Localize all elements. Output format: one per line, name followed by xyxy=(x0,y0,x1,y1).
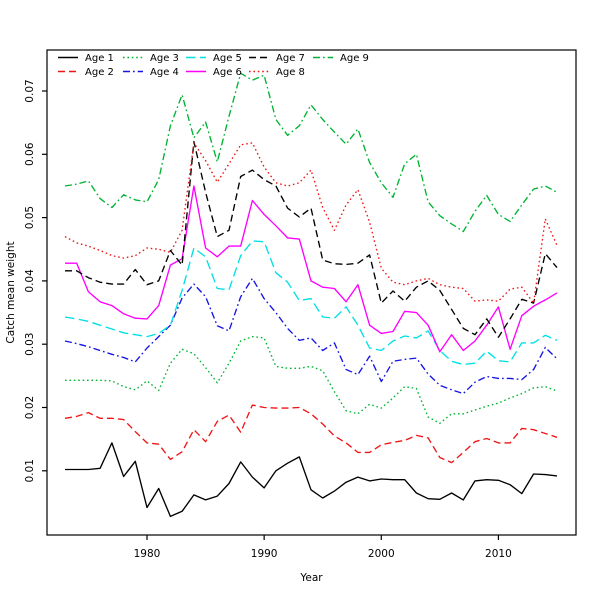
y-tick-label: 0.06 xyxy=(24,142,36,166)
series-line-age-6 xyxy=(65,185,558,353)
y-tick-label: 0.05 xyxy=(24,206,36,229)
series-line-age-5 xyxy=(64,240,558,366)
legend-label-age-6: Age 6 xyxy=(213,67,242,78)
x-axis-title: Year xyxy=(299,572,323,584)
y-tick-label: 0.07 xyxy=(24,79,36,102)
series-line-age-1 xyxy=(65,442,558,518)
legend-label-age-3: Age 3 xyxy=(150,53,179,64)
series-line-age-9 xyxy=(64,72,558,233)
series-line-age-7 xyxy=(65,140,558,338)
y-tick-label: 0.04 xyxy=(24,269,36,293)
y-tick-label: 0.03 xyxy=(24,333,36,356)
legend-item-age-5: Age 5 xyxy=(186,53,242,64)
legend-item-age-3: Age 3 xyxy=(123,53,179,64)
legend-item-age-8: Age 8 xyxy=(249,67,305,78)
legend-label-age-5: Age 5 xyxy=(213,53,242,64)
series-line-age-8 xyxy=(64,142,558,304)
x-tick-label: 2010 xyxy=(485,548,512,560)
legend-item-age-7: Age 7 xyxy=(249,53,305,64)
legend-label-age-1: Age 1 xyxy=(85,53,114,64)
series-line-age-3 xyxy=(65,335,558,424)
legend-item-age-2: Age 2 xyxy=(58,67,114,78)
legend-label-age-4: Age 4 xyxy=(150,67,179,78)
series-line-age-2 xyxy=(64,404,558,464)
x-tick-label: 1980 xyxy=(134,548,161,560)
x-tick-label: 1990 xyxy=(251,548,278,560)
legend-item-age-6: Age 6 xyxy=(186,67,242,78)
x-tick-label: 2000 xyxy=(368,548,395,560)
legend-label-age-7: Age 7 xyxy=(276,53,305,64)
plot-area xyxy=(46,49,577,536)
series-lines xyxy=(64,72,558,518)
series-line-age-4 xyxy=(64,277,558,395)
legend-label-age-9: Age 9 xyxy=(340,53,369,64)
axes: 1980 1990 2000 2010 0.01 0.02 0.03 0.04 0.05 0.06… xyxy=(5,79,512,584)
y-tick-label: 0.01 xyxy=(24,459,36,482)
legend-item-age-1: Age 1 xyxy=(58,53,114,64)
legend-label-age-8: Age 8 xyxy=(276,67,305,78)
plot-border xyxy=(46,49,577,536)
legend: Age 1 Age 2 Age 3 Age 4 Age 5 Age 6 Age 7 Age 8… xyxy=(58,53,369,78)
legend-label-age-2: Age 2 xyxy=(85,67,114,78)
y-tick-label: 0.02 xyxy=(24,396,36,419)
legend-item-age-9: Age 9 xyxy=(313,53,369,64)
legend-item-age-4: Age 4 xyxy=(123,67,179,78)
y-axis-title: Catch mean weight xyxy=(5,241,17,343)
